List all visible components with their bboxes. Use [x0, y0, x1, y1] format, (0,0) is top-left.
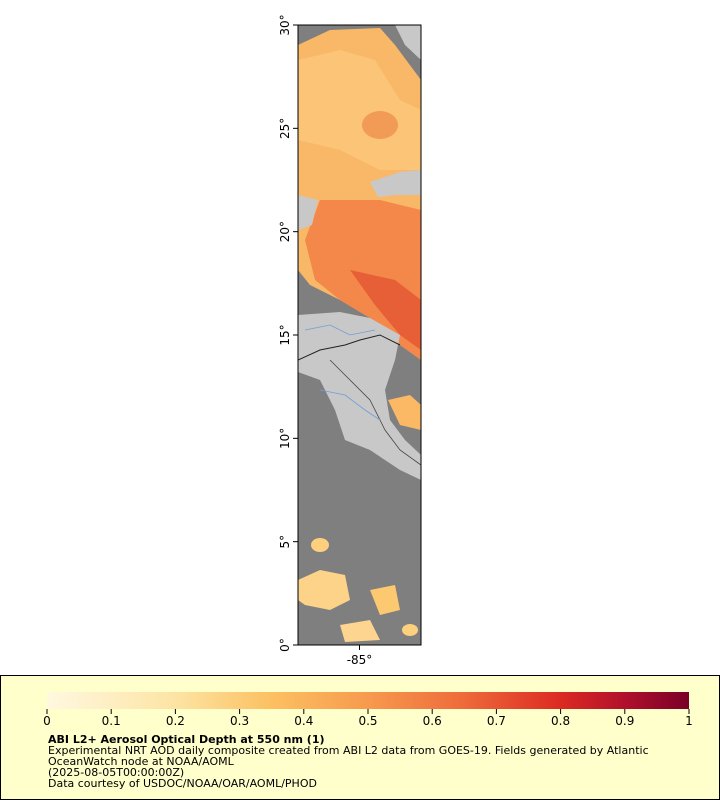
colorbar-tick-label: 0.9 [615, 714, 634, 728]
lat-tick-label: 25° [278, 118, 292, 139]
map-image [298, 25, 421, 645]
colorbar [47, 692, 689, 709]
legend-title: ABI L2+ Aerosol Optical Depth at 550 nm … [48, 733, 325, 746]
colorbar-tick-label: 0 [43, 714, 51, 728]
colorbar-tick-label: 0.2 [166, 714, 185, 728]
lat-tick-label: 10° [278, 428, 292, 449]
lon-tick-label: -85° [347, 653, 373, 667]
legend-line: Experimental NRT AOD daily composite cre… [48, 744, 649, 757]
lat-tick-label: 5° [278, 535, 292, 549]
legend-line: (2025-08-05T00:00:00Z) [48, 766, 184, 779]
colorbar-tick-label: 0.3 [230, 714, 249, 728]
colorbar-tick-label: 0.6 [423, 714, 442, 728]
colorbar-tick-label: 0.8 [551, 714, 570, 728]
lat-tick-label: 30° [278, 14, 292, 35]
colorbar-tick-label: 0.4 [294, 714, 313, 728]
lat-tick-label: 20° [278, 221, 292, 242]
colorbar-tick-label: 0.1 [102, 714, 121, 728]
lat-tick-label: 0° [278, 638, 292, 652]
colorbar-tick-label: 0.7 [487, 714, 506, 728]
lat-tick-label: 15° [278, 324, 292, 345]
colorbar-tick-label: 1 [685, 714, 693, 728]
colorbar-tick-label: 0.5 [358, 714, 377, 728]
legend-line: OceanWatch node at NOAA/AOML [48, 755, 235, 768]
legend-line: Data courtesy of USDOC/NOAA/OAR/AOML/PHO… [48, 777, 317, 790]
